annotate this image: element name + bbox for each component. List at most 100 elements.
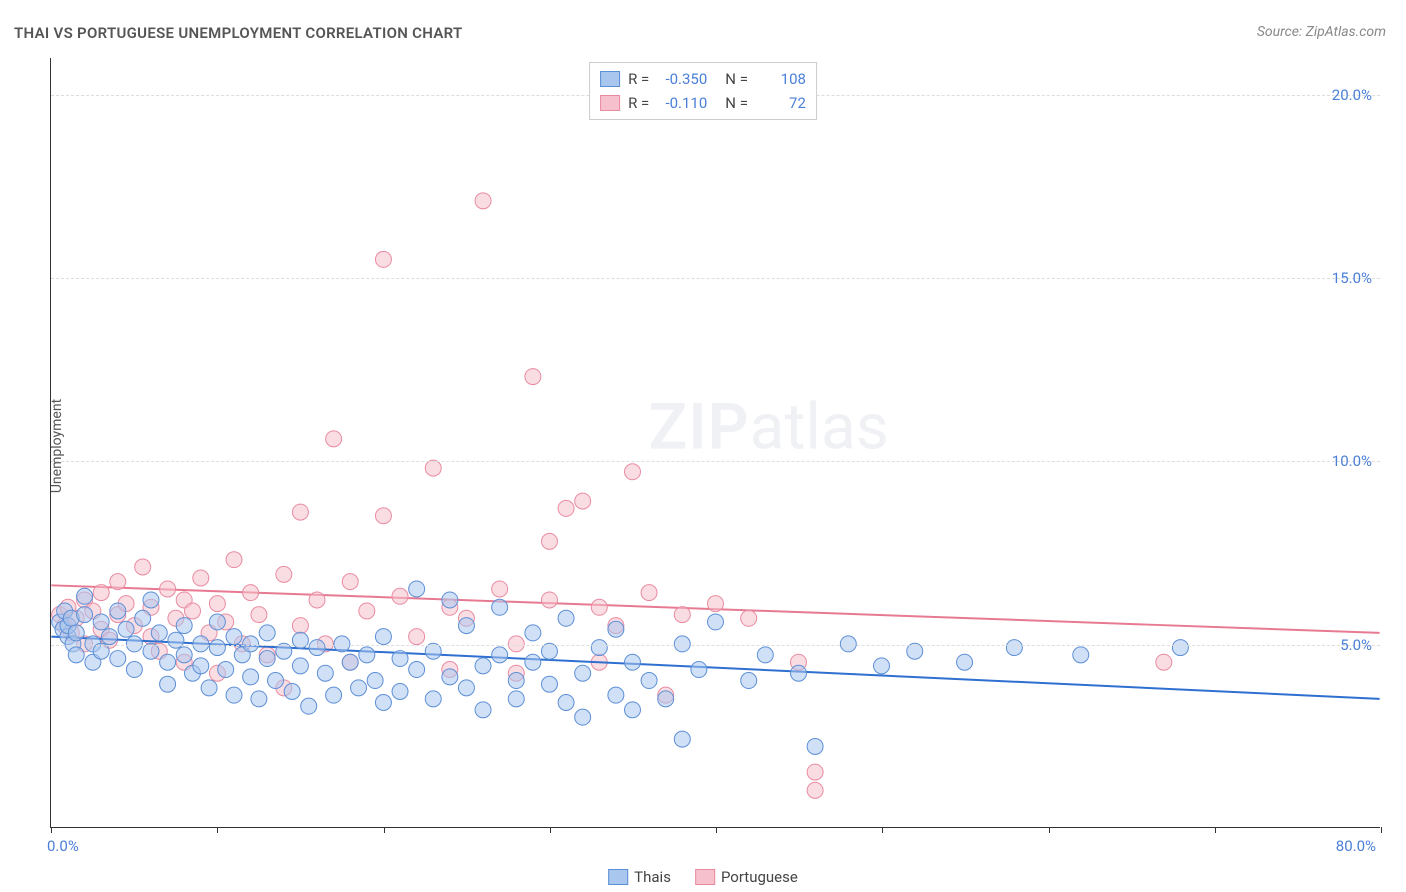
scatter-point [359,647,375,663]
chart-title: THAI VS PORTUGUESE UNEMPLOYMENT CORRELAT… [14,24,463,42]
plot-svg [51,58,1380,827]
gridline [51,461,1380,462]
scatter-point [807,782,823,798]
scatter-point [126,662,142,678]
scatter-point [575,665,591,681]
scatter-point [160,676,176,692]
scatter-point [658,691,674,707]
scatter-point [375,695,391,711]
scatter-point [301,698,317,714]
scatter-point [93,614,109,630]
scatter-point [492,647,508,663]
scatter-point [317,665,333,681]
scatter-point [342,574,358,590]
y-tick-label: 20.0% [1332,86,1372,104]
bottom-legend: ThaisPortuguese [608,868,798,886]
scatter-point [541,676,557,692]
scatter-point [708,596,724,612]
x-tick [716,827,717,833]
scatter-point [508,673,524,689]
scatter-point [641,585,657,601]
x-tick [51,827,52,833]
scatter-point [375,508,391,524]
scatter-point [292,504,308,520]
scatter-point [1073,647,1089,663]
x-tick [882,827,883,833]
stat-n-value: 72 [756,91,806,115]
scatter-point [591,599,607,615]
scatter-point [268,673,284,689]
scatter-point [375,629,391,645]
scatter-point [708,614,724,630]
gridline [51,645,1380,646]
legend-swatch [695,869,715,885]
scatter-point [492,581,508,597]
x-tick [550,827,551,833]
scatter-point [741,610,757,626]
x-tick [1381,827,1382,833]
scatter-point [425,691,441,707]
scatter-point [591,640,607,656]
scatter-point [475,658,491,674]
scatter-point [251,607,267,623]
stat-r-value: -0.350 [657,67,707,91]
stats-row: R =-0.350N =108 [600,67,806,91]
scatter-point [458,680,474,696]
x-tick [1049,827,1050,833]
scatter-point [342,654,358,670]
x-tick [217,827,218,833]
scatter-point [209,596,225,612]
scatter-point [259,651,275,667]
scatter-point [326,431,342,447]
stat-r-label: R = [628,67,649,91]
scatter-point [292,632,308,648]
scatter-point [151,625,167,641]
scatter-point [226,687,242,703]
scatter-point [351,680,367,696]
stat-r-value: -0.110 [657,91,707,115]
scatter-point [458,618,474,634]
scatter-point [209,640,225,656]
scatter-point [508,691,524,707]
scatter-point [874,658,890,674]
scatter-point [110,651,126,667]
scatter-point [624,654,640,670]
stat-n-label: N = [725,67,748,91]
scatter-point [807,764,823,780]
scatter-point [525,625,541,641]
scatter-point [575,493,591,509]
scatter-point [259,625,275,641]
x-tick [384,827,385,833]
scatter-point [176,647,192,663]
scatter-point [392,651,408,667]
scatter-point [309,640,325,656]
scatter-point [1006,640,1022,656]
scatter-point [110,603,126,619]
source-label: Source: ZipAtlas.com [1257,24,1386,40]
legend-item: Portuguese [695,868,798,886]
scatter-point [193,570,209,586]
scatter-point [624,464,640,480]
scatter-point [101,629,117,645]
scatter-point [309,592,325,608]
y-tick-label: 10.0% [1332,452,1372,470]
scatter-point [525,654,541,670]
scatter-point [558,500,574,516]
scatter-point [226,629,242,645]
scatter-point [68,625,84,641]
scatter-point [110,574,126,590]
scatter-point [641,673,657,689]
scatter-point [409,662,425,678]
scatter-point [541,533,557,549]
x-tick [1215,827,1216,833]
scatter-point [674,731,690,747]
scatter-point [77,588,93,604]
scatter-point [243,669,259,685]
scatter-point [359,603,375,619]
scatter-point [292,618,308,634]
scatter-point [201,680,217,696]
scatter-point [326,687,342,703]
scatter-point [475,193,491,209]
scatter-point [77,607,93,623]
y-tick-label: 5.0% [1340,636,1372,654]
